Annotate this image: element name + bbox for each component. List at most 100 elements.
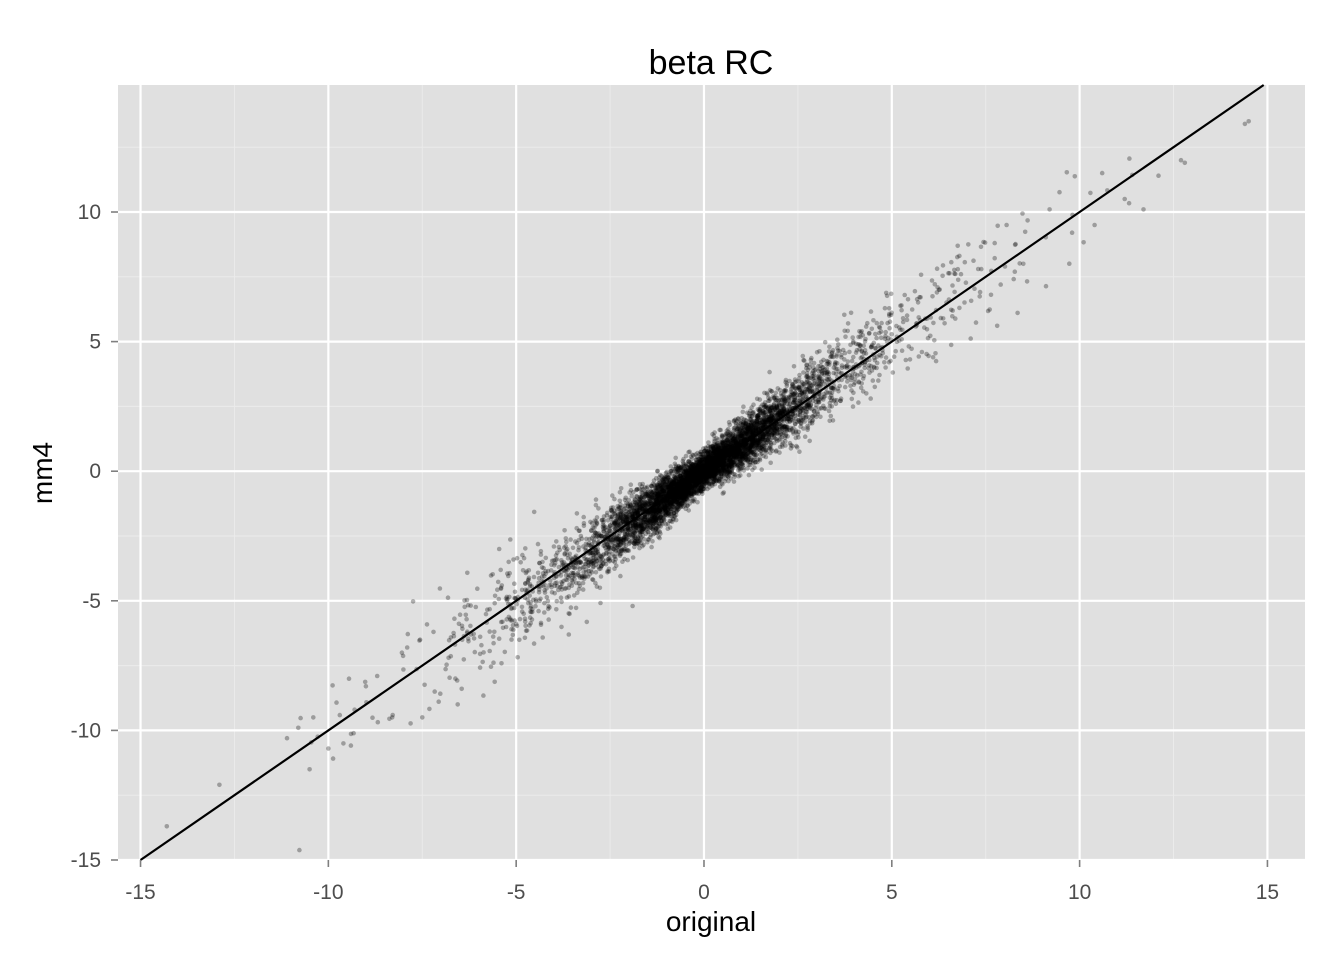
scatter-point bbox=[955, 244, 960, 249]
scatter-point bbox=[512, 618, 517, 623]
scatter-point bbox=[950, 283, 955, 288]
scatter-point bbox=[857, 379, 862, 384]
scatter-point bbox=[850, 359, 855, 364]
scatter-point bbox=[607, 556, 612, 561]
scatter-point bbox=[570, 578, 575, 583]
scatter-point bbox=[370, 715, 375, 720]
scatter-point bbox=[755, 460, 760, 465]
scatter-point bbox=[567, 632, 572, 637]
scatter-point bbox=[1057, 190, 1062, 195]
scatter-point bbox=[674, 513, 679, 518]
scatter-point bbox=[492, 680, 497, 685]
scatter-point bbox=[618, 505, 623, 510]
scatter-point bbox=[884, 355, 889, 360]
scatter-point bbox=[1081, 240, 1086, 245]
scatter-point bbox=[957, 254, 962, 259]
scatter-point bbox=[432, 689, 437, 694]
scatter-point bbox=[899, 308, 904, 313]
scatter-point bbox=[876, 378, 881, 383]
scatter-point bbox=[376, 720, 381, 725]
scatter-point bbox=[460, 624, 465, 629]
scatter-point bbox=[462, 605, 467, 610]
scatter-point bbox=[864, 324, 869, 329]
scatter-point bbox=[681, 459, 686, 464]
scatter-point bbox=[883, 365, 888, 370]
scatter-point bbox=[717, 428, 722, 433]
scatter-point bbox=[436, 699, 441, 704]
scatter-point bbox=[836, 386, 841, 391]
scatter-point bbox=[620, 559, 625, 564]
scatter-point bbox=[768, 461, 773, 466]
scatter-point bbox=[849, 311, 854, 316]
scatter-point bbox=[630, 604, 635, 609]
scatter-point bbox=[509, 637, 514, 642]
scatter-point bbox=[606, 518, 611, 523]
scatter-point bbox=[491, 641, 496, 646]
scatter-point bbox=[411, 599, 416, 604]
scatter-point bbox=[597, 561, 602, 566]
scatter-point bbox=[631, 490, 636, 495]
scatter-point bbox=[455, 702, 460, 707]
scatter-point bbox=[341, 741, 346, 746]
scatter-point bbox=[527, 593, 532, 598]
scatter-point bbox=[504, 596, 509, 601]
scatter-point bbox=[963, 260, 968, 265]
scatter-point bbox=[953, 316, 958, 321]
scatter-point bbox=[539, 622, 544, 627]
scatter-point bbox=[835, 337, 840, 342]
scatter-point bbox=[515, 655, 520, 660]
scatter-point bbox=[425, 622, 430, 627]
scatter-point bbox=[544, 556, 549, 561]
scatter-point bbox=[941, 316, 946, 321]
scatter-point bbox=[520, 609, 525, 614]
scatter-point bbox=[913, 289, 918, 294]
scatter-point bbox=[542, 574, 547, 579]
scatter-point bbox=[1127, 156, 1132, 161]
scatter-point bbox=[1047, 207, 1052, 212]
scatter-point bbox=[387, 717, 392, 722]
scatter-point bbox=[562, 528, 567, 533]
scatter-point bbox=[863, 348, 868, 353]
scatter-point bbox=[458, 612, 463, 617]
scatter-point bbox=[920, 350, 925, 355]
scatter-point bbox=[917, 354, 922, 359]
scatter-point bbox=[390, 713, 395, 718]
scatter-point bbox=[523, 636, 528, 641]
scatter-point bbox=[669, 464, 674, 469]
scatter-point bbox=[835, 398, 840, 403]
scatter-point bbox=[559, 580, 564, 585]
scatter-point bbox=[935, 285, 940, 290]
scatter-point bbox=[554, 607, 559, 612]
scatter-point bbox=[484, 612, 489, 617]
scatter-point bbox=[576, 548, 581, 553]
scatter-point bbox=[217, 783, 222, 788]
scatter-point bbox=[405, 645, 410, 650]
scatter-point bbox=[574, 606, 579, 611]
scatter-point bbox=[979, 245, 984, 250]
scatter-point bbox=[792, 364, 797, 369]
scatter-point bbox=[957, 306, 962, 311]
scatter-point bbox=[592, 538, 597, 543]
scatter-point bbox=[1100, 171, 1105, 176]
scatter-point bbox=[1179, 158, 1184, 163]
scatter-point bbox=[992, 256, 997, 261]
scatter-point bbox=[581, 544, 586, 549]
scatter-point bbox=[998, 282, 1003, 287]
scatter-point bbox=[568, 537, 573, 542]
scatter-point bbox=[851, 355, 856, 360]
scatter-point bbox=[497, 636, 502, 641]
scatter-point bbox=[952, 290, 957, 295]
scatter-point bbox=[364, 684, 369, 689]
scatter-point bbox=[576, 565, 581, 570]
scatter-point bbox=[1122, 197, 1127, 202]
scatter-point bbox=[479, 643, 484, 648]
scatter-point bbox=[834, 354, 839, 359]
scatter-point bbox=[798, 413, 803, 418]
scatter-point bbox=[803, 416, 808, 421]
scatter-point bbox=[856, 400, 861, 405]
scatter-point bbox=[767, 370, 772, 375]
scatter-point bbox=[492, 601, 497, 606]
scatter-point bbox=[727, 423, 732, 428]
